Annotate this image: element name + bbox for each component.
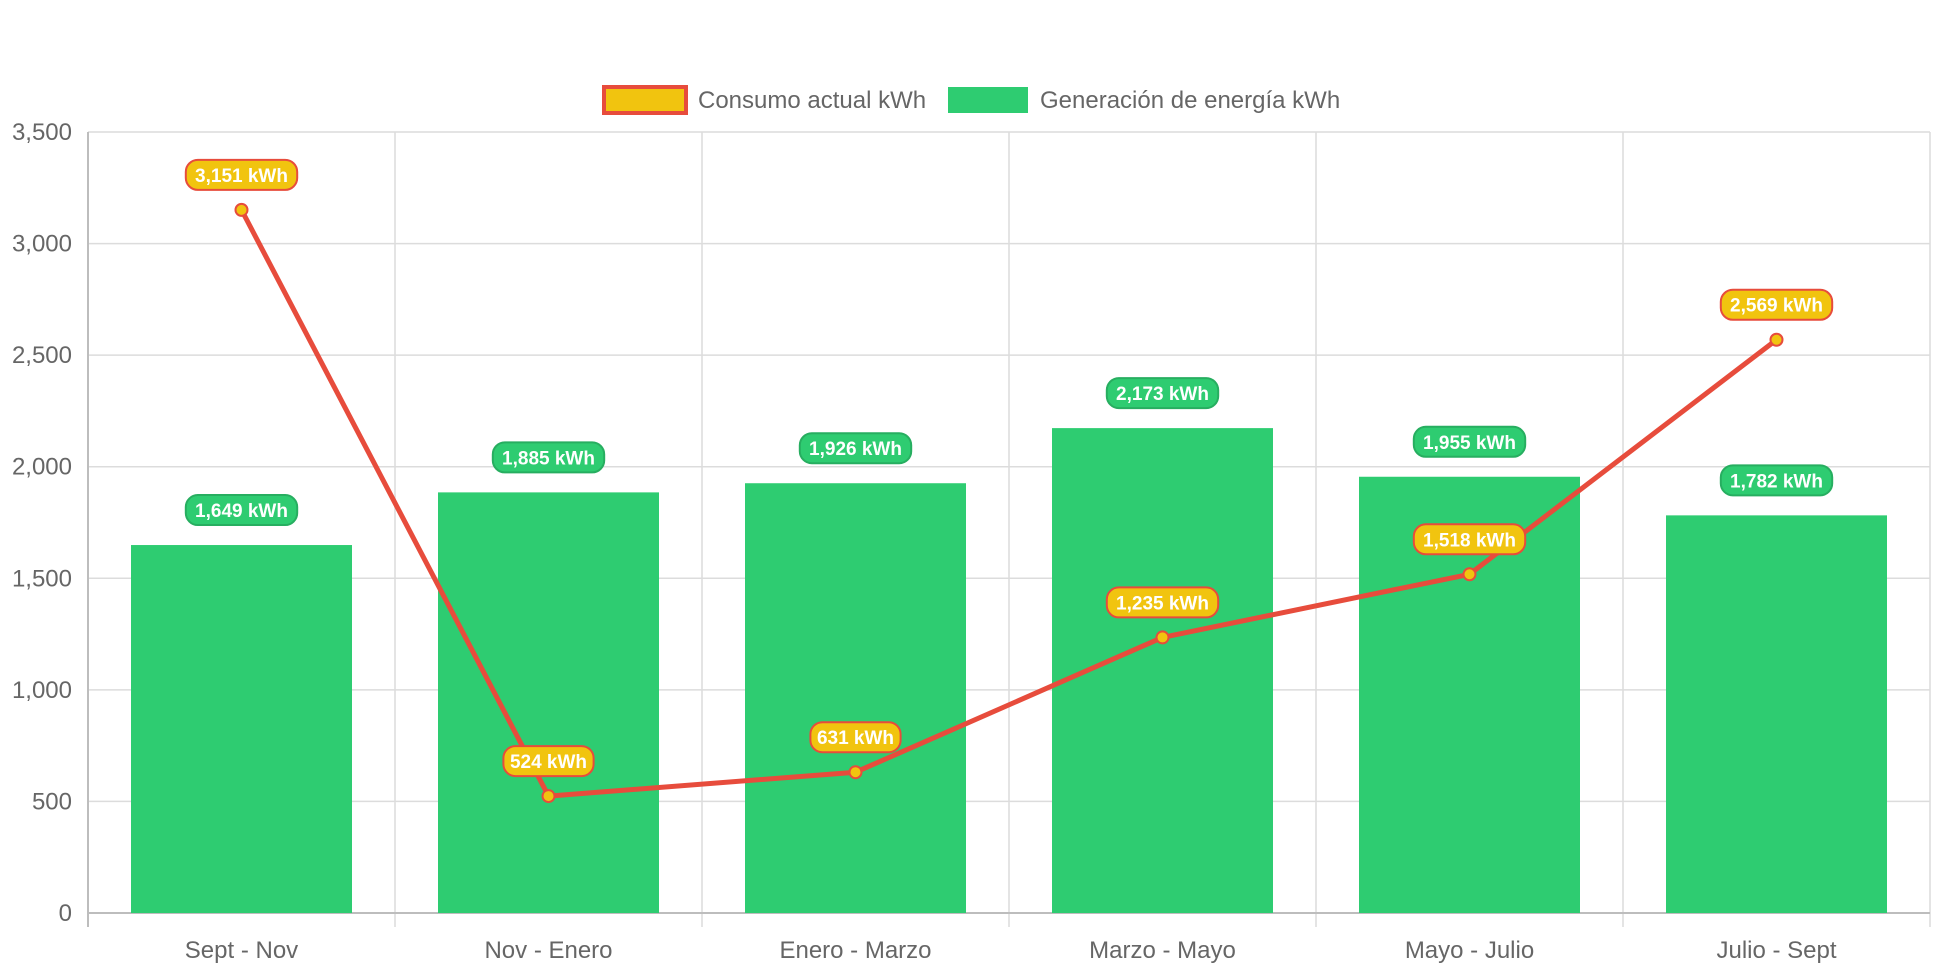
y-tick-label: 1,500: [12, 565, 72, 592]
line-point: [1462, 567, 1477, 582]
y-tick-label: 3,500: [12, 119, 72, 146]
bar-data-label-text: 2,173 kWh: [1116, 384, 1209, 405]
bar-data-label-bg: [184, 494, 299, 527]
legend-swatch-generacion: [948, 87, 1028, 113]
line-data-label: 631 kWh: [809, 721, 902, 754]
line-data-label-text: 631 kWh: [817, 728, 894, 749]
line-data-label: 1,235 kWh: [1105, 586, 1220, 619]
y-tick-label: 0: [59, 900, 72, 927]
bar-data-label-text: 1,885 kWh: [502, 448, 595, 469]
line-data-label-bg: [1412, 523, 1527, 556]
y-tick-label: 500: [32, 788, 72, 815]
legend-swatch-consumo: [602, 85, 688, 115]
legend-label-consumo: Consumo actual kWh: [698, 87, 926, 114]
bar: [745, 483, 966, 913]
line-points: [234, 202, 1784, 804]
x-tick-label: Enero - Marzo: [779, 937, 931, 964]
y-tick-label: 2,500: [12, 342, 72, 369]
bar-data-label-text: 1,955 kWh: [1423, 433, 1516, 454]
y-tick-label: 1,000: [12, 677, 72, 704]
line-point: [541, 789, 556, 804]
legend-item-generacion: Generación de energía kWh: [948, 87, 1340, 114]
y-tick-label: 2,000: [12, 454, 72, 481]
x-tick-label: Marzo - Mayo: [1089, 937, 1236, 964]
legend-label-generacion: Generación de energía kWh: [1040, 87, 1340, 114]
line-data-label-text: 3,151 kWh: [195, 166, 288, 187]
line-data-label-text: 524 kWh: [510, 752, 587, 773]
bar-data-label-bg: [1105, 377, 1220, 410]
bar-data-label: 1,955 kWh: [1412, 425, 1527, 458]
bar: [131, 545, 352, 913]
bar-data-label-text: 1,926 kWh: [809, 439, 902, 460]
x-tick-label: Julio - Sept: [1716, 937, 1836, 964]
bar: [1666, 515, 1887, 913]
line-point: [234, 202, 249, 217]
bar-data-label-bg: [798, 432, 913, 465]
line-data-label-text: 1,518 kWh: [1423, 530, 1516, 551]
line-data-label: 524 kWh: [502, 745, 595, 778]
line-point: [848, 765, 863, 780]
bar-data-label: 1,782 kWh: [1719, 464, 1834, 497]
line-point: [1155, 630, 1170, 645]
line-data-label-bg: [184, 158, 299, 191]
bar-data-label-text: 1,649 kWh: [195, 501, 288, 522]
line-data-label-bg: [502, 745, 595, 778]
line-point: [1769, 332, 1784, 347]
y-tick-labels: 0 500 1,000 1,500 2,000 2,500 3,000 3,500: [12, 119, 72, 927]
x-tick-label: Sept - Nov: [185, 937, 298, 964]
legend-item-consumo: Consumo actual kWh: [602, 85, 926, 115]
x-tick-labels: Sept - Nov Nov - Enero Enero - Marzo Marzo …: [185, 937, 1837, 964]
bar-data-label-bg: [1412, 425, 1527, 458]
legend: Consumo actual kWh Generación de energía …: [602, 85, 1340, 115]
bar-data-label: 1,649 kWh: [184, 494, 299, 527]
bar-data-label: 1,885 kWh: [491, 441, 606, 474]
line-data-label-bg: [809, 721, 902, 754]
gridlines: [87, 131, 1931, 927]
bar-data-label-bg: [491, 441, 606, 474]
x-tick-label: Nov - Enero: [484, 937, 612, 964]
line-data-label-bg: [1105, 586, 1220, 619]
y-tick-label: 3,000: [12, 231, 72, 258]
bar: [438, 492, 659, 913]
line-data-label-bg: [1719, 288, 1834, 321]
bar-data-label-text: 1,782 kWh: [1730, 471, 1823, 492]
line-data-label-text: 1,235 kWh: [1116, 593, 1209, 614]
line-data-label: 3,151 kWh: [184, 158, 299, 191]
line-data-label-text: 2,569 kWh: [1730, 296, 1823, 317]
bar-data-label: 1,926 kWh: [798, 432, 913, 465]
x-tick-label: Mayo - Julio: [1405, 937, 1534, 964]
line-data-label: 1,518 kWh: [1412, 523, 1527, 556]
bar-data-label: 2,173 kWh: [1105, 377, 1220, 410]
bar-data-label-bg: [1719, 464, 1834, 497]
line-data-label: 2,569 kWh: [1719, 288, 1834, 321]
